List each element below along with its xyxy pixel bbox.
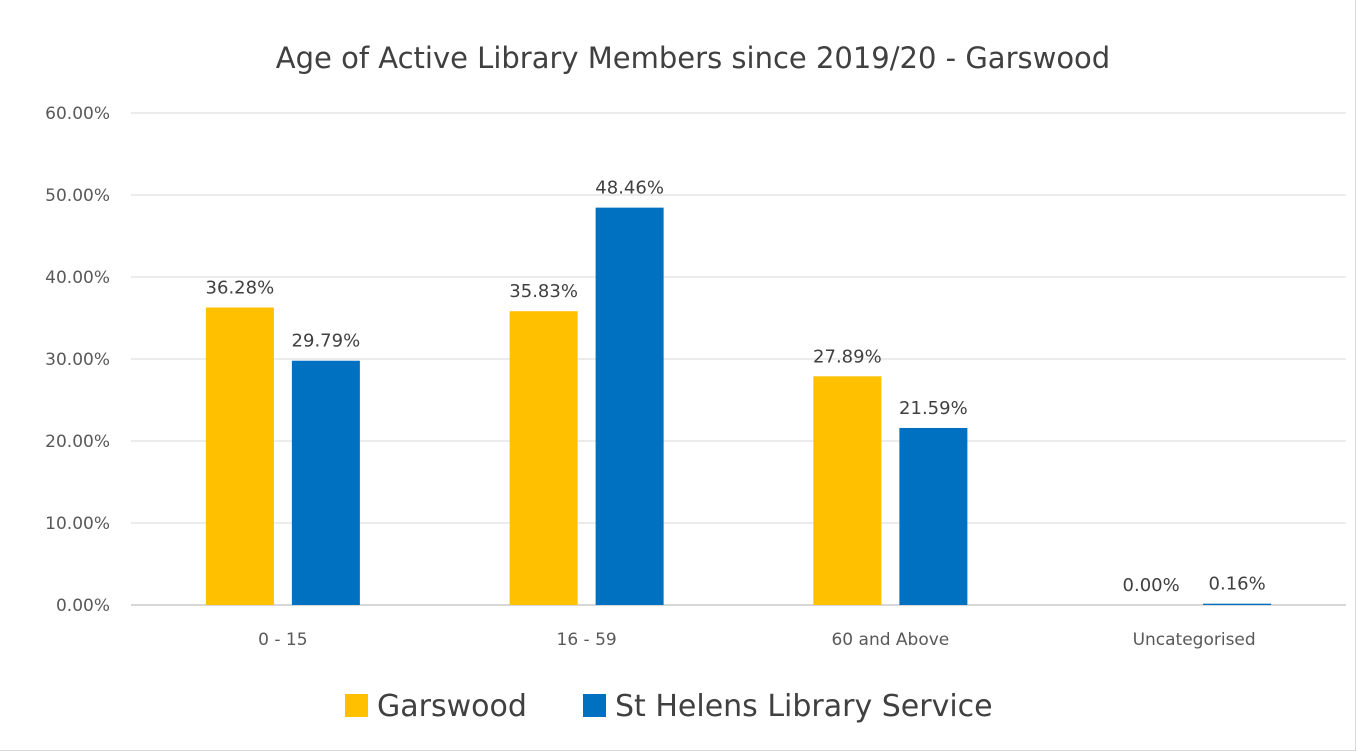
legend-label: St Helens Library Service: [615, 689, 993, 724]
bars: [205, 207, 1272, 606]
bar-st-helens-library-service-0: [291, 360, 360, 605]
y-tick-label: 40.00%: [45, 268, 110, 288]
y-tick-label: 10.00%: [45, 514, 110, 534]
bar-st-helens-library-service-1: [595, 207, 664, 606]
legend: Garswood St Helens Library Service: [345, 689, 993, 724]
data-label: 0.00%: [1123, 575, 1180, 596]
legend-swatch: [583, 694, 606, 717]
legend-label: Garswood: [377, 689, 527, 724]
bar-garswood-1: [509, 311, 578, 605]
y-axis-tick-labels: 0.00% 10.00% 20.00% 30.00% 40.00% 50.00% 60.00…: [45, 104, 110, 616]
x-tick-label: 0 - 15: [258, 630, 307, 650]
data-label: 27.89%: [813, 346, 882, 367]
y-tick-label: 20.00%: [45, 432, 110, 452]
data-label: 48.46%: [595, 178, 664, 199]
y-tick-label: 30.00%: [45, 350, 110, 370]
chart-title: Age of Active Library Members since 2019…: [276, 41, 1110, 75]
data-labels: 36.28% 29.79% 35.83% 48.46% 27.89% 21.59% 0.00…: [206, 178, 1266, 596]
data-label: 21.59%: [899, 398, 968, 419]
legend-swatch: [345, 694, 368, 717]
bar-st-helens-library-service-2: [899, 427, 968, 605]
x-axis-tick-labels: 0 - 15 16 - 59 60 and Above Uncategorised: [258, 630, 1256, 650]
data-label: 36.28%: [206, 278, 275, 299]
bar-st-helens-library-service-3: [1203, 603, 1272, 605]
data-label: 0.16%: [1209, 574, 1266, 595]
x-tick-label: 16 - 59: [557, 630, 617, 650]
y-tick-label: 0.00%: [56, 596, 110, 616]
x-tick-label: Uncategorised: [1133, 630, 1256, 650]
bar-garswood-2: [813, 376, 882, 605]
bar-garswood-0: [205, 307, 274, 605]
data-label: 35.83%: [509, 281, 578, 302]
y-tick-label: 60.00%: [45, 104, 110, 124]
data-label: 29.79%: [292, 331, 361, 352]
y-tick-label: 50.00%: [45, 186, 110, 206]
x-tick-label: 60 and Above: [831, 630, 949, 650]
